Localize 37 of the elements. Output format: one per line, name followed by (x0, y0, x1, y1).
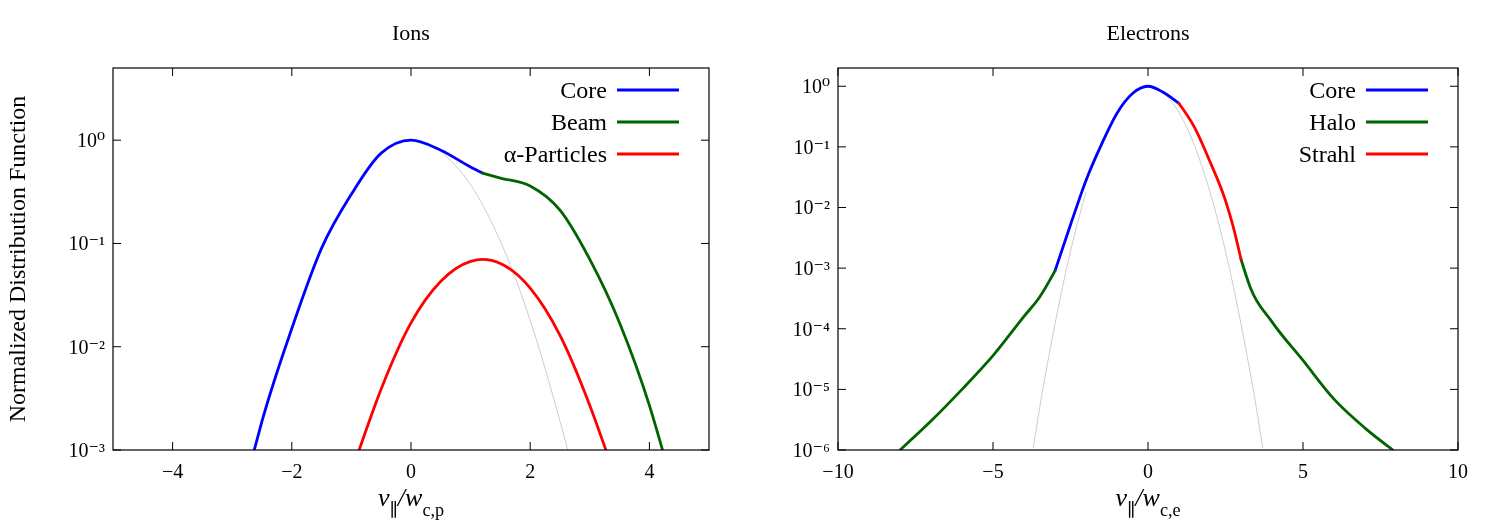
x-tick-label: 10 (1448, 460, 1468, 482)
x-tick-label: −10 (822, 460, 854, 482)
line-series (357, 258, 608, 450)
legend-label: Halo (1309, 109, 1356, 135)
y-tick-label: 10⁰ (801, 75, 830, 98)
x-axis-title: v$_{∥}$/w$_{c,p}$ (377, 483, 445, 520)
x-tick-label: 0 (406, 460, 416, 482)
y-tick-label: 10⁻⁶ (792, 439, 831, 461)
y-tick-label: 10⁻¹ (68, 232, 105, 255)
y-tick-label: 10⁻² (68, 335, 105, 358)
legend-label: Strahl (1298, 141, 1357, 167)
y-tick-label: 10⁻⁵ (792, 378, 830, 401)
y-tick-label: 10⁻⁴ (792, 317, 831, 340)
y-axis-title: Normalized Distribution Function (4, 95, 30, 423)
y-tick-label: 10⁻³ (793, 257, 830, 280)
line-series (481, 171, 664, 450)
line-series (1177, 102, 1243, 261)
line-series (252, 138, 484, 450)
y-tick-label: 10⁻¹ (793, 135, 830, 158)
x-tick-label: −4 (161, 460, 184, 482)
y-tick-label: 10⁻³ (68, 439, 105, 461)
legend-label: Core (560, 77, 607, 103)
legend-label: Beam (551, 109, 608, 135)
chart-title: Ions (392, 20, 430, 45)
x-tick-label: 0 (1143, 460, 1153, 482)
x-axis-title: v$_{∥}$/w$_{c,e}$ (1115, 483, 1181, 520)
x-tick-label: −2 (281, 460, 303, 482)
y-tick-label: 10⁻² (793, 196, 830, 219)
x-tick-label: 4 (644, 460, 655, 482)
legend-label: α-Particles (503, 141, 607, 167)
x-tick-label: 2 (525, 460, 536, 482)
chart-title: Electrons (1106, 20, 1190, 45)
x-tick-label: 5 (1298, 460, 1308, 482)
x-tick-label: −5 (982, 460, 1004, 482)
legend-label: Core (1309, 77, 1356, 103)
line-series (1053, 84, 1181, 273)
y-tick-label: 10⁰ (76, 129, 105, 152)
